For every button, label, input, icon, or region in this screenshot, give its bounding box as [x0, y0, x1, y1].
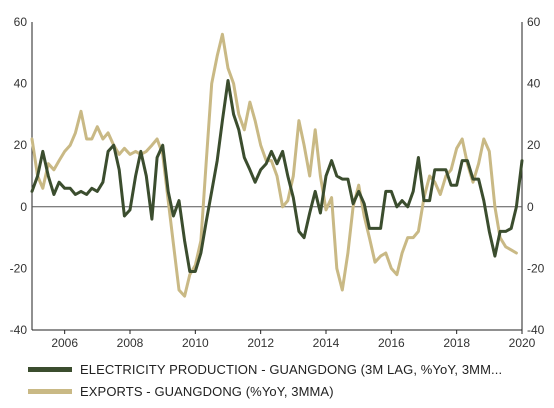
y-left-tick-label: 60: [14, 15, 28, 29]
y-right-tick-label: 0: [527, 200, 534, 214]
x-axis: 2006 2008 2010 2012 2014 2016 2018 2020: [51, 330, 536, 350]
x-tick-label: 2020: [509, 336, 536, 350]
y-right-tick-label: 40: [527, 77, 541, 91]
y-right-tick-label: -40: [527, 323, 545, 337]
legend: ELECTRICITY PRODUCTION - GUANGDONG (3M L…: [28, 358, 548, 402]
y-right-tick-label: 60: [527, 15, 541, 29]
y-left-tick-label: -40: [10, 323, 28, 337]
x-tick-label: 2010: [182, 336, 209, 350]
legend-label-exports: EXPORTS - GUANGDONG (%YoY, 3MMA): [80, 383, 334, 399]
y-axis-right: 60 40 20 0 -20 -40: [527, 15, 545, 337]
y-axis-left: 60 40 20 0 -20 -40: [10, 15, 28, 337]
x-tick-label: 2006: [51, 336, 78, 350]
y-left-tick-label: -20: [10, 261, 28, 275]
x-tick-label: 2018: [443, 336, 470, 350]
legend-swatch-exports: [28, 388, 72, 394]
series-line-electricity: [30, 79, 524, 273]
x-tick-label: 2012: [247, 336, 274, 350]
plot-frame: [31, 22, 523, 331]
legend-item-exports: EXPORTS - GUANGDONG (%YoY, 3MMA): [28, 380, 548, 402]
x-tick-label: 2016: [378, 336, 405, 350]
legend-swatch-electricity: [28, 366, 72, 372]
legend-item-electricity: ELECTRICITY PRODUCTION - GUANGDONG (3M L…: [28, 358, 548, 380]
y-left-tick-label: 0: [20, 200, 27, 214]
y-left-tick-label: 20: [14, 138, 28, 152]
y-right-tick-label: -20: [527, 261, 545, 275]
x-tick-label: 2008: [117, 336, 144, 350]
x-tick-label: 2014: [313, 336, 340, 350]
y-left-tick-label: 40: [14, 77, 28, 91]
series-lines: [30, 32, 524, 298]
series-line-exports: [30, 32, 518, 298]
legend-label-electricity: ELECTRICITY PRODUCTION - GUANGDONG (3M L…: [80, 361, 503, 377]
y-right-tick-label: 20: [527, 138, 541, 152]
